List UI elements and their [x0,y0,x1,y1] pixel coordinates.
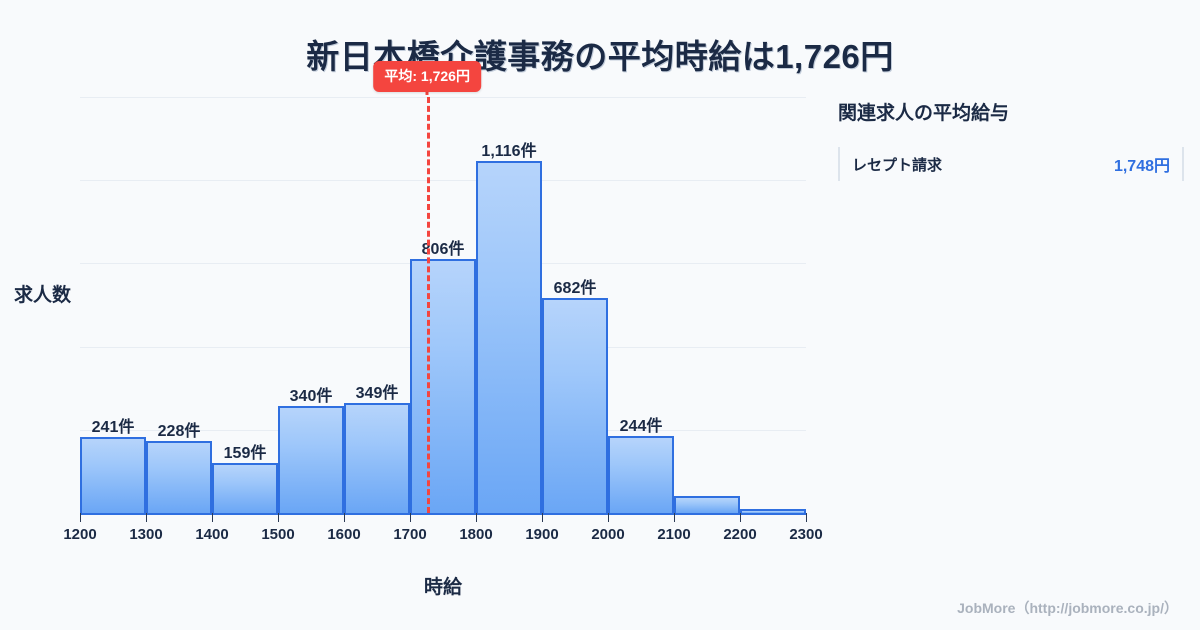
histogram-bar [740,508,806,513]
x-axis-tick [608,513,609,522]
x-axis-tick-label: 1900 [525,526,559,543]
histogram-bar [476,161,542,513]
x-axis-tick [674,513,675,522]
x-axis-tick-label: 1200 [63,526,97,543]
x-axis-tick-label: 1700 [393,526,427,543]
histogram-bar [80,437,146,513]
bar-value-label: 228件 [157,423,201,441]
bar-value-label: 349件 [355,385,399,402]
average-line [427,97,431,513]
x-axis-tick [146,513,147,522]
x-axis-tick [212,513,213,522]
x-axis-tick-label: 1600 [327,526,361,543]
x-axis-tick-label: 2100 [657,526,691,543]
x-axis-baseline [80,513,806,515]
bar-value-label: 340件 [289,387,333,405]
y-axis-title: 求人数 [14,285,72,306]
x-axis-tick-label: 1400 [195,526,229,543]
bar-value-label: 806件 [421,240,465,258]
plot-area: 241件 228件 159件 340件 349件 806件 1,116件 682件 244件 12… [63,61,823,543]
x-axis-tick [410,513,411,522]
side-panel-row-value: 1,748円 [1113,158,1170,175]
histogram-chart: 241件 228件 159件 340件 349件 806件 1,116件 682件 244件 12… [14,61,823,598]
x-axis-tick-label: 2000 [591,526,625,543]
footer-watermark: JobMore（http://jobmore.co.jp/） [957,600,1178,616]
bar-value-label: 1,116件 [481,143,537,161]
histogram-bar [146,441,212,513]
side-panel-title: 関連求人の平均給与 [838,103,1010,124]
average-badge: 平均: 1,726円 [373,61,481,92]
side-panel: 関連求人の平均給与 レセプト請求 1,748円 [838,98,1184,181]
x-axis-tick-label: 2300 [789,526,823,543]
gridline [80,97,806,98]
x-axis-tick [806,513,807,522]
histogram-bar [608,436,674,513]
gridline [80,180,806,181]
bar-value-label: 244件 [619,418,663,436]
x-axis-tick [476,513,477,522]
bar-value-label: 159件 [223,444,267,462]
histogram-bar [212,462,278,513]
x-axis-tick [740,513,741,522]
x-axis-tick-label: 1300 [129,526,163,543]
x-axis-tick [80,513,81,522]
x-axis-tick [542,513,543,522]
histogram-bar [278,405,344,513]
histogram-bar [674,495,740,513]
histogram-bar [410,258,476,513]
histogram-bar [344,403,410,513]
x-axis-title: 時給 [423,577,462,598]
side-panel-row-label: レセプト請求 [852,156,943,174]
bar-value-label: 241件 [91,419,135,437]
bar-value-label: 682件 [553,280,597,298]
side-panel-rows: レセプト請求 1,748円 [838,147,1184,181]
x-axis-tick [278,513,279,522]
x-axis-tick [344,513,345,522]
x-axis-tick-label: 1800 [459,526,493,543]
side-panel-row[interactable]: レセプト請求 1,748円 [838,147,1184,181]
x-axis-tick-label: 1500 [261,526,295,543]
histogram-bar [542,298,608,513]
x-axis-tick-label: 2200 [723,526,757,543]
